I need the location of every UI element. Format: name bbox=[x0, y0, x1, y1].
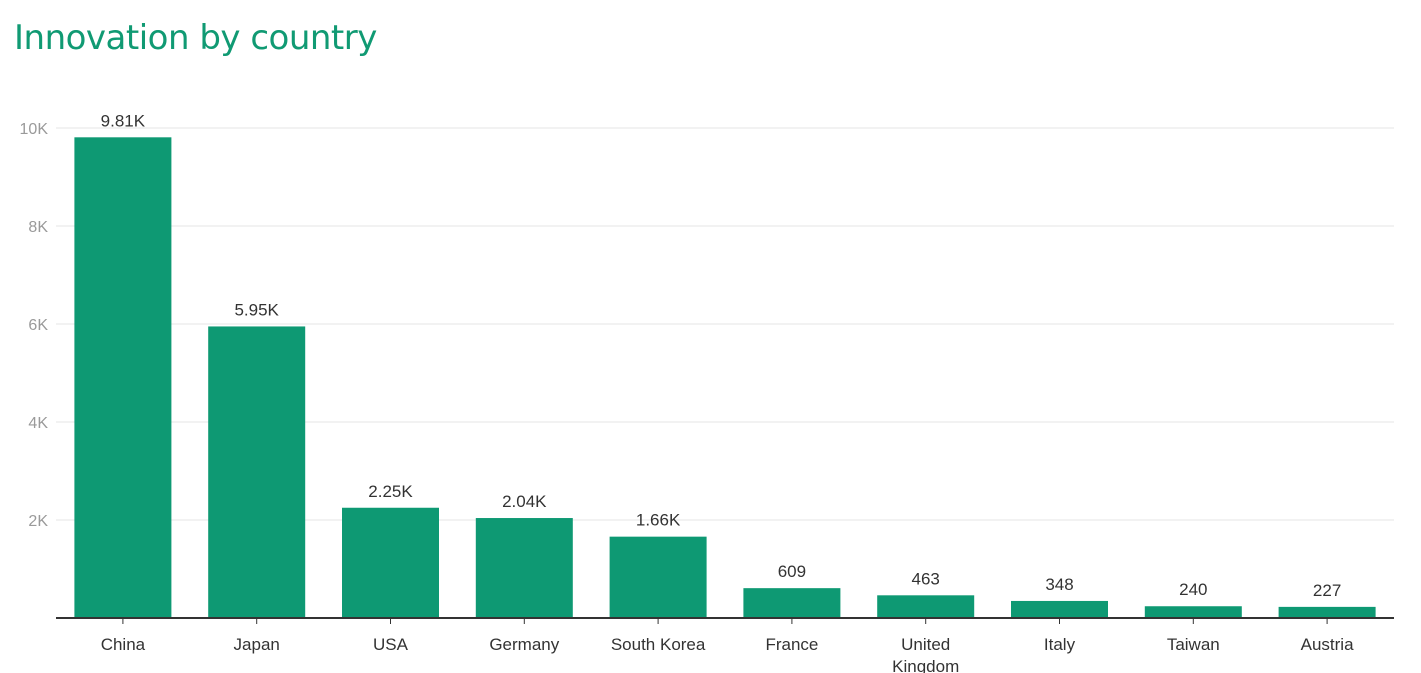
data-label: 5.95K bbox=[234, 300, 279, 319]
bar[interactable] bbox=[208, 326, 306, 618]
x-tick-label: South Korea bbox=[611, 635, 706, 654]
bar[interactable] bbox=[743, 588, 841, 618]
y-tick-label: 6K bbox=[28, 317, 48, 334]
x-tick-label: United bbox=[901, 635, 950, 654]
y-tick-label: 8K bbox=[28, 219, 48, 236]
x-tick-label: Germany bbox=[489, 635, 559, 654]
bar[interactable] bbox=[1278, 606, 1376, 618]
data-labels: 9.81K 5.95K 2.25K 2.04K 1.66K 609 463 348 240 227 bbox=[101, 111, 1342, 600]
chart-title: Innovation by country bbox=[14, 18, 377, 58]
y-axis-ticks: 2K 4K 6K 8K 10K bbox=[20, 121, 49, 530]
bar[interactable] bbox=[609, 536, 707, 618]
y-tick-label: 4K bbox=[28, 415, 48, 432]
data-label: 1.66K bbox=[636, 511, 681, 530]
x-tick-label: Japan bbox=[234, 635, 280, 654]
y-tick-label: 10K bbox=[20, 121, 49, 138]
data-label: 240 bbox=[1179, 580, 1207, 599]
data-label: 348 bbox=[1045, 575, 1073, 594]
bar[interactable] bbox=[1144, 606, 1242, 618]
x-tick-label: Austria bbox=[1301, 635, 1354, 654]
data-label: 463 bbox=[912, 569, 940, 588]
x-tick-label: France bbox=[765, 635, 818, 654]
x-tick-label: China bbox=[101, 635, 146, 654]
data-label: 2.25K bbox=[368, 482, 413, 501]
x-tick-label: Taiwan bbox=[1167, 635, 1220, 654]
bar[interactable] bbox=[877, 595, 975, 618]
x-axis bbox=[56, 617, 1394, 624]
y-tick-label: 2K bbox=[28, 513, 48, 530]
bar[interactable] bbox=[1011, 600, 1108, 618]
bar[interactable] bbox=[74, 137, 172, 618]
bar[interactable] bbox=[342, 507, 439, 618]
data-label: 2.04K bbox=[502, 492, 547, 511]
bar[interactable] bbox=[475, 518, 573, 618]
x-tick-label: USA bbox=[373, 635, 409, 654]
x-tick-label: Italy bbox=[1044, 635, 1076, 654]
bars bbox=[74, 137, 1376, 618]
x-tick-label: Kingdom bbox=[892, 657, 959, 673]
data-label: 9.81K bbox=[101, 111, 146, 130]
data-label: 609 bbox=[778, 562, 806, 581]
data-label: 227 bbox=[1313, 581, 1341, 600]
x-axis-ticks: China Japan USA Germany South Korea France Uni… bbox=[101, 635, 1354, 673]
